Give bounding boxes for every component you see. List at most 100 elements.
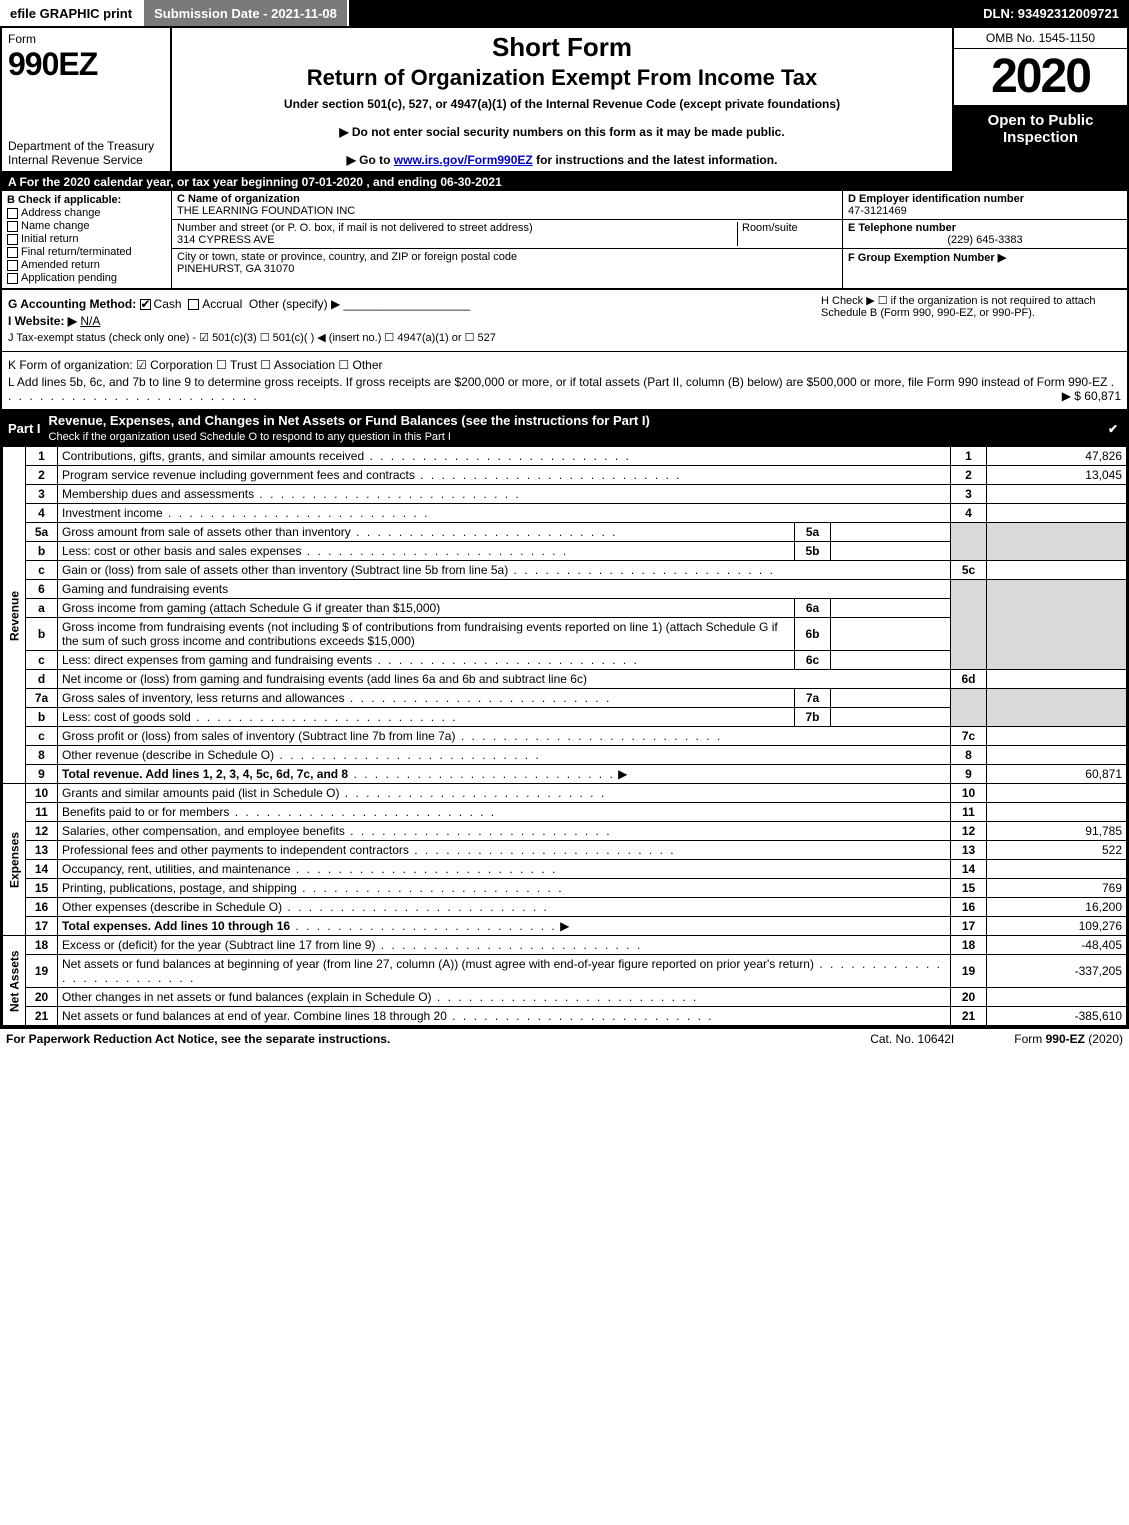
line-6d: d Net income or (loss) from gaming and f…	[3, 670, 1127, 689]
l6c-desc: Less: direct expenses from gaming and fu…	[58, 651, 795, 670]
l9-num: 9	[26, 765, 58, 784]
section-k: K Form of organization: ☑ Corporation ☐ …	[2, 352, 1127, 410]
l18-val: -48,405	[987, 936, 1127, 955]
cb-address-change-label: Address change	[21, 207, 101, 219]
l7c-num: c	[26, 727, 58, 746]
line-6: 6 Gaming and fundraising events	[3, 580, 1127, 599]
org-name-cell: C Name of organization THE LEARNING FOUN…	[172, 191, 842, 220]
l1-desc: Contributions, gifts, grants, and simila…	[58, 447, 951, 466]
city-label: City or town, state or province, country…	[177, 251, 517, 263]
l2-val: 13,045	[987, 466, 1127, 485]
l6c-subval	[831, 651, 951, 670]
open-to-public: Open to Public Inspection	[954, 106, 1127, 171]
cb-application-pending[interactable]: Application pending	[7, 272, 166, 284]
l20-num: 20	[26, 988, 58, 1007]
l5c-rn: 5c	[951, 561, 987, 580]
cb-address-change[interactable]: Address change	[7, 207, 166, 219]
line-k: K Form of organization: ☑ Corporation ☐ …	[8, 358, 1121, 372]
line-g: G Accounting Method: Cash Accrual Other …	[8, 297, 821, 311]
irs-link[interactable]: www.irs.gov/Form990EZ	[394, 153, 533, 167]
cb-name-change[interactable]: Name change	[7, 220, 166, 232]
l12-rn: 12	[951, 822, 987, 841]
l7c-desc: Gross profit or (loss) from sales of inv…	[58, 727, 951, 746]
line-7a: 7a Gross sales of inventory, less return…	[3, 689, 1127, 708]
top-bar-spacer	[349, 0, 973, 26]
part-1-check[interactable]	[1107, 421, 1121, 436]
l11-desc: Benefits paid to or for members	[58, 803, 951, 822]
dept-line-2: Internal Revenue Service	[8, 153, 164, 167]
cb-name-change-label: Name change	[21, 220, 90, 232]
l6b-sub: 6b	[795, 618, 831, 651]
org-name-label: C Name of organization	[177, 193, 300, 205]
l6-rn-gray	[951, 580, 987, 670]
l5a-sub: 5a	[795, 523, 831, 542]
l5b-desc: Less: cost or other basis and sales expe…	[58, 542, 795, 561]
omb-number: OMB No. 1545-1150	[954, 28, 1127, 49]
l3-val	[987, 485, 1127, 504]
l6c-num: c	[26, 651, 58, 670]
l21-rn: 21	[951, 1007, 987, 1026]
l2-rn: 2	[951, 466, 987, 485]
section-b: B Check if applicable: Address change Na…	[2, 191, 172, 288]
goto-note: ▶ Go to www.irs.gov/Form990EZ for instru…	[180, 153, 944, 167]
room-suite: Room/suite	[737, 222, 837, 246]
l6-desc: Gaming and fundraising events	[58, 580, 951, 599]
form-number: 990EZ	[8, 46, 164, 83]
l6-num: 6	[26, 580, 58, 599]
line-21: 21 Net assets or fund balances at end of…	[3, 1007, 1127, 1026]
l16-desc: Other expenses (describe in Schedule O)	[58, 898, 951, 917]
section-def: D Employer identification number 47-3121…	[842, 191, 1127, 288]
lines-table: Revenue 1 Contributions, gifts, grants, …	[2, 446, 1127, 1026]
l11-num: 11	[26, 803, 58, 822]
line-l: L Add lines 5b, 6c, and 7b to line 9 to …	[8, 375, 1121, 403]
city-cell: City or town, state or province, country…	[172, 249, 842, 277]
l15-rn: 15	[951, 879, 987, 898]
l3-rn: 3	[951, 485, 987, 504]
part-1-title-text: Revenue, Expenses, and Changes in Net As…	[49, 413, 650, 428]
cb-application-pending-label: Application pending	[21, 272, 117, 284]
department-label: Department of the Treasury Internal Reve…	[8, 139, 164, 167]
l10-num: 10	[26, 784, 58, 803]
cb-final-return[interactable]: Final return/terminated	[7, 246, 166, 258]
cb-initial-return[interactable]: Initial return	[7, 233, 166, 245]
l1-num: 1	[26, 447, 58, 466]
cb-amended-return[interactable]: Amended return	[7, 259, 166, 271]
form-subtitle: Under section 501(c), 527, or 4947(a)(1)…	[180, 97, 944, 111]
cb-accrual[interactable]	[188, 299, 199, 310]
line-17: 17 Total expenses. Add lines 10 through …	[3, 917, 1127, 936]
part-1-label: Part I	[8, 421, 49, 436]
i-value: N/A	[80, 314, 100, 328]
side-revenue: Revenue	[3, 447, 26, 784]
l14-val	[987, 860, 1127, 879]
l9-rn: 9	[951, 765, 987, 784]
cb-cash[interactable]	[140, 299, 151, 310]
footer: For Paperwork Reduction Act Notice, see …	[0, 1028, 1129, 1049]
l13-num: 13	[26, 841, 58, 860]
line-3: 3 Membership dues and assessments 3	[3, 485, 1127, 504]
l6a-desc: Gross income from gaming (attach Schedul…	[58, 599, 795, 618]
l7ab-val-gray	[987, 689, 1127, 727]
efile-print-button[interactable]: efile GRAPHIC print	[0, 0, 144, 26]
cb-accrual-label: Accrual	[202, 297, 242, 311]
l6d-num: d	[26, 670, 58, 689]
l14-rn: 14	[951, 860, 987, 879]
tax-year: 2020	[954, 49, 1127, 106]
l18-desc: Excess or (deficit) for the year (Subtra…	[58, 936, 951, 955]
line-12: 12 Salaries, other compensation, and emp…	[3, 822, 1127, 841]
cb-amended-return-label: Amended return	[21, 259, 100, 271]
l11-val	[987, 803, 1127, 822]
line-5a: 5a Gross amount from sale of assets othe…	[3, 523, 1127, 542]
header-row: Form 990EZ Department of the Treasury In…	[2, 28, 1127, 173]
l7a-desc: Gross sales of inventory, less returns a…	[58, 689, 795, 708]
section-c: C Name of organization THE LEARNING FOUN…	[172, 191, 842, 288]
submission-date-button[interactable]: Submission Date - 2021-11-08	[144, 0, 349, 26]
l8-val	[987, 746, 1127, 765]
l17-num: 17	[26, 917, 58, 936]
l18-rn: 18	[951, 936, 987, 955]
l21-num: 21	[26, 1007, 58, 1026]
l14-desc: Occupancy, rent, utilities, and maintena…	[58, 860, 951, 879]
phone-value: (229) 645-3383	[848, 234, 1122, 246]
l6a-sub: 6a	[795, 599, 831, 618]
l2-num: 2	[26, 466, 58, 485]
l12-val: 91,785	[987, 822, 1127, 841]
